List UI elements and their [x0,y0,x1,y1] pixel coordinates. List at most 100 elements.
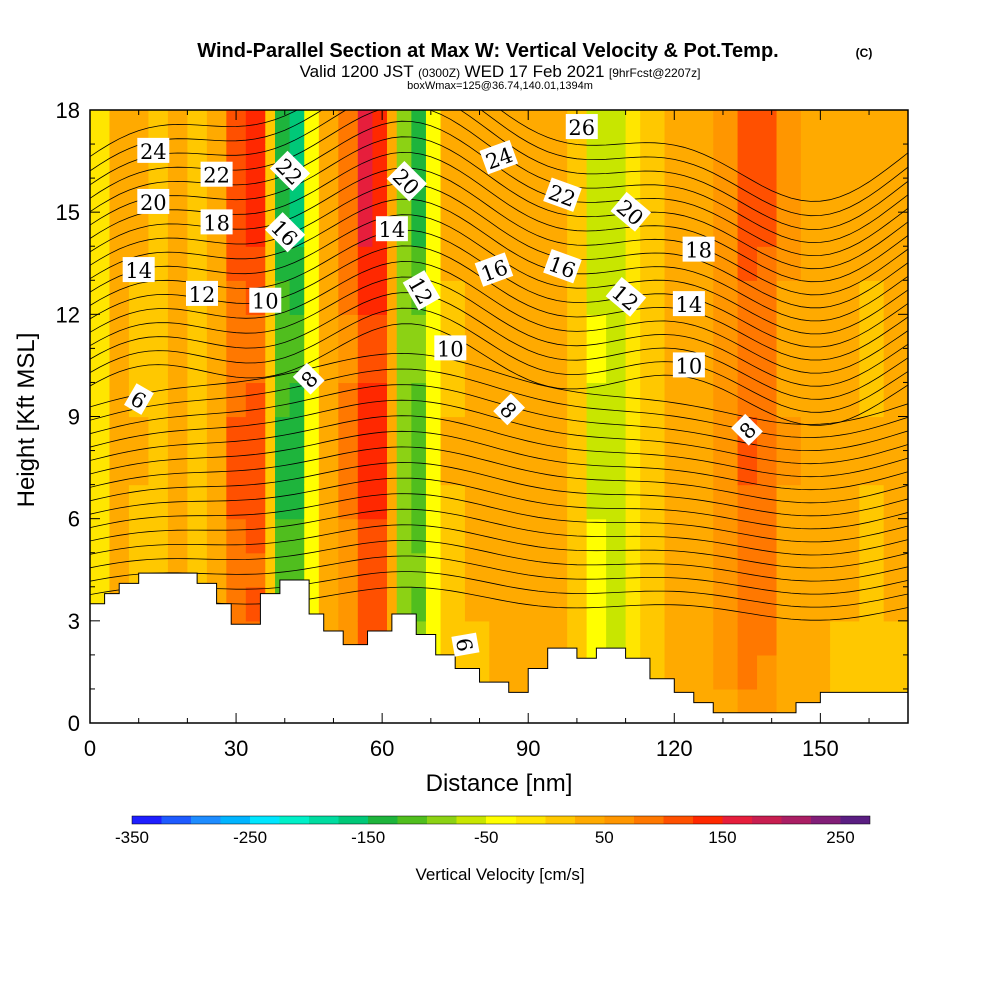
colorbar-tick-label: -350 [115,828,149,847]
velocity-cell [552,314,568,349]
contour-label: 24 [479,139,519,174]
velocity-cell [109,518,130,554]
velocity-cell [90,450,101,486]
velocity-cell [206,518,227,554]
contour-label: 20 [137,188,170,215]
y-axis-title: Height [Kft MSL] [13,333,40,508]
velocity-cell [883,144,908,179]
velocity-cell [567,212,588,247]
contour-label-text: 12 [189,283,216,307]
velocity-cell [372,314,388,349]
velocity-cell [167,416,188,452]
velocity-cell [387,484,398,520]
subtitle-forecast: [9hrFcst@2207z] [609,66,701,80]
velocity-cell [99,280,111,315]
velocity-cell [859,484,885,520]
velocity-cell [289,314,305,349]
velocity-cell [187,484,208,520]
velocity-cell [206,552,227,588]
velocity-cell [567,348,588,384]
velocity-cell [883,110,908,145]
chart-title: Wind-Parallel Section at Max W: Vertical… [197,40,778,62]
velocity-cell [338,212,359,247]
velocity-cell [318,144,339,179]
velocity-cell [372,280,388,315]
velocity-cell [245,450,266,486]
velocity-cell [318,382,339,418]
velocity-cell [713,144,739,179]
contour-label: 6 [124,383,154,415]
velocity-cell [883,382,908,418]
velocity-cell [830,110,860,145]
velocity-cell [275,552,291,588]
velocity-cell [167,314,188,349]
velocity-cell [357,144,374,179]
velocity-cell [640,144,666,179]
velocity-cell [757,178,778,213]
velocity-cell [640,586,666,622]
velocity-cell [528,450,554,486]
velocity-cell [265,144,276,179]
velocity-cell [625,314,641,349]
velocity-cell [275,518,291,554]
isentrope-line [90,307,908,413]
x-tick-label: 30 [224,736,248,761]
velocity-cell [800,586,831,622]
velocity-cell [387,416,398,452]
velocity-cell [275,348,291,384]
contour-label: 24 [137,137,170,164]
velocity-cell [318,484,339,520]
velocity-cell [586,280,607,315]
velocity-cell [206,484,227,520]
velocity-cell [508,450,529,486]
velocity-cell [757,484,778,520]
velocity-cell [187,382,208,418]
velocity-cell [245,212,266,247]
velocity-cell [187,450,208,486]
velocity-cell [226,280,247,315]
colorbar-scale [131,815,871,825]
velocity-cell [859,246,885,281]
isentrope-line [90,415,908,478]
velocity-cell [586,178,607,213]
velocity-cell [625,586,641,622]
contour-label-box [493,393,526,426]
velocity-cell [489,280,510,315]
velocity-cell [387,246,398,281]
velocity-cell [187,110,208,145]
velocity-cell [265,314,276,349]
velocity-cell [586,314,607,349]
velocity-cell [425,178,442,213]
velocity-cell [128,314,150,349]
contour-label-box [434,335,467,361]
velocity-cell [304,518,320,554]
velocity-cell [338,416,359,452]
velocity-cell [664,314,695,349]
contour-label-text: 22 [203,164,230,188]
velocity-cell [776,552,802,588]
y-tick-label: 3 [68,609,80,634]
velocity-cell [713,654,739,690]
velocity-cell [304,416,320,452]
contour-label: 6 [451,632,480,657]
velocity-cell [800,416,831,452]
velocity-cell [167,110,188,145]
velocity-cell [776,518,802,554]
velocity-cell [859,212,885,247]
velocity-cell [265,382,276,418]
velocity-cell [508,552,529,588]
isentrope-line [90,508,908,556]
velocity-cell [830,450,860,486]
velocity-cell [664,552,695,588]
velocity-cell [489,484,510,520]
velocity-cell [90,518,101,554]
velocity-cell [830,518,860,554]
velocity-cell [411,348,427,384]
velocity-cell [289,484,305,520]
isentrope-line [90,245,908,361]
velocity-cell [187,518,208,554]
velocity-cell [245,348,266,384]
velocity-cell [372,484,388,520]
x-tick-label: 0 [84,736,96,761]
velocity-cell [289,518,305,554]
